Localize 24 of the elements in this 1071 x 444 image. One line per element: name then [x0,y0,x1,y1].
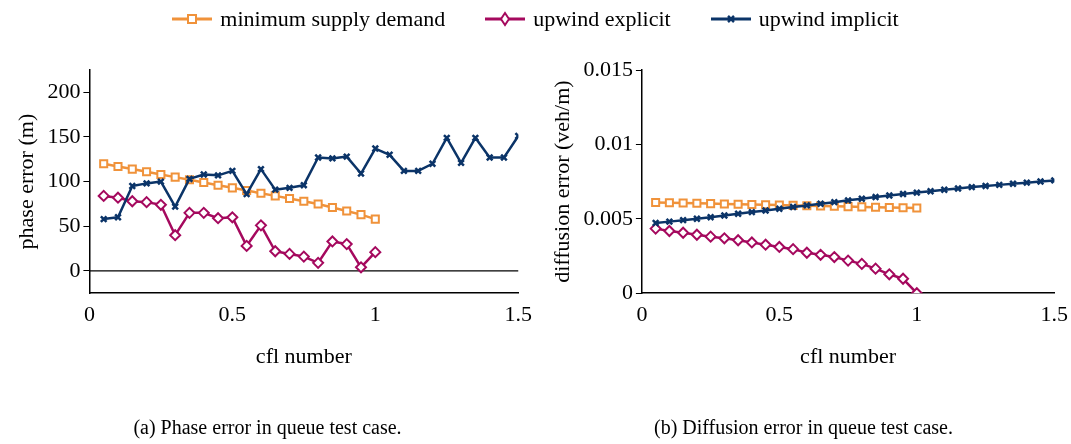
x-tick-label: 1 [911,301,923,327]
y-tick-label: 0.015 [583,55,633,81]
x-axis-title: cfl number [800,342,897,368]
x-tick-label: 0.5 [765,301,794,327]
text: (a) Phase error in queue test case. [132,416,403,439]
x-tick-label: 0.5 [218,301,247,327]
y-tick-label: 200 [47,78,81,104]
y-tick-label: 100 [47,167,81,193]
y-axis-title: diffusion error (veh/m) [548,80,574,283]
y-tick-label: 0 [621,278,633,304]
x-tick-label: 1.5 [504,301,532,327]
y-tick-label: 150 [47,122,81,148]
y-tick-label: 50 [58,212,81,238]
legend-label: upwind implicit [758,6,899,32]
text: (b) Diffusion error in queue test case. [653,416,954,439]
x-tick-label: 1 [369,301,381,327]
y-tick-label: 0 [69,256,81,282]
x-axis-title: cfl number [255,342,353,368]
x-tick-label: 1.5 [1040,301,1068,327]
legend-label: upwind explicit [533,6,671,32]
y-axis-title: phase error (m) [12,113,38,250]
y-tick-label: 0.01 [594,130,633,156]
legend-label: minimum supply demand [220,6,446,32]
y-tick-label: 0.005 [583,204,633,230]
